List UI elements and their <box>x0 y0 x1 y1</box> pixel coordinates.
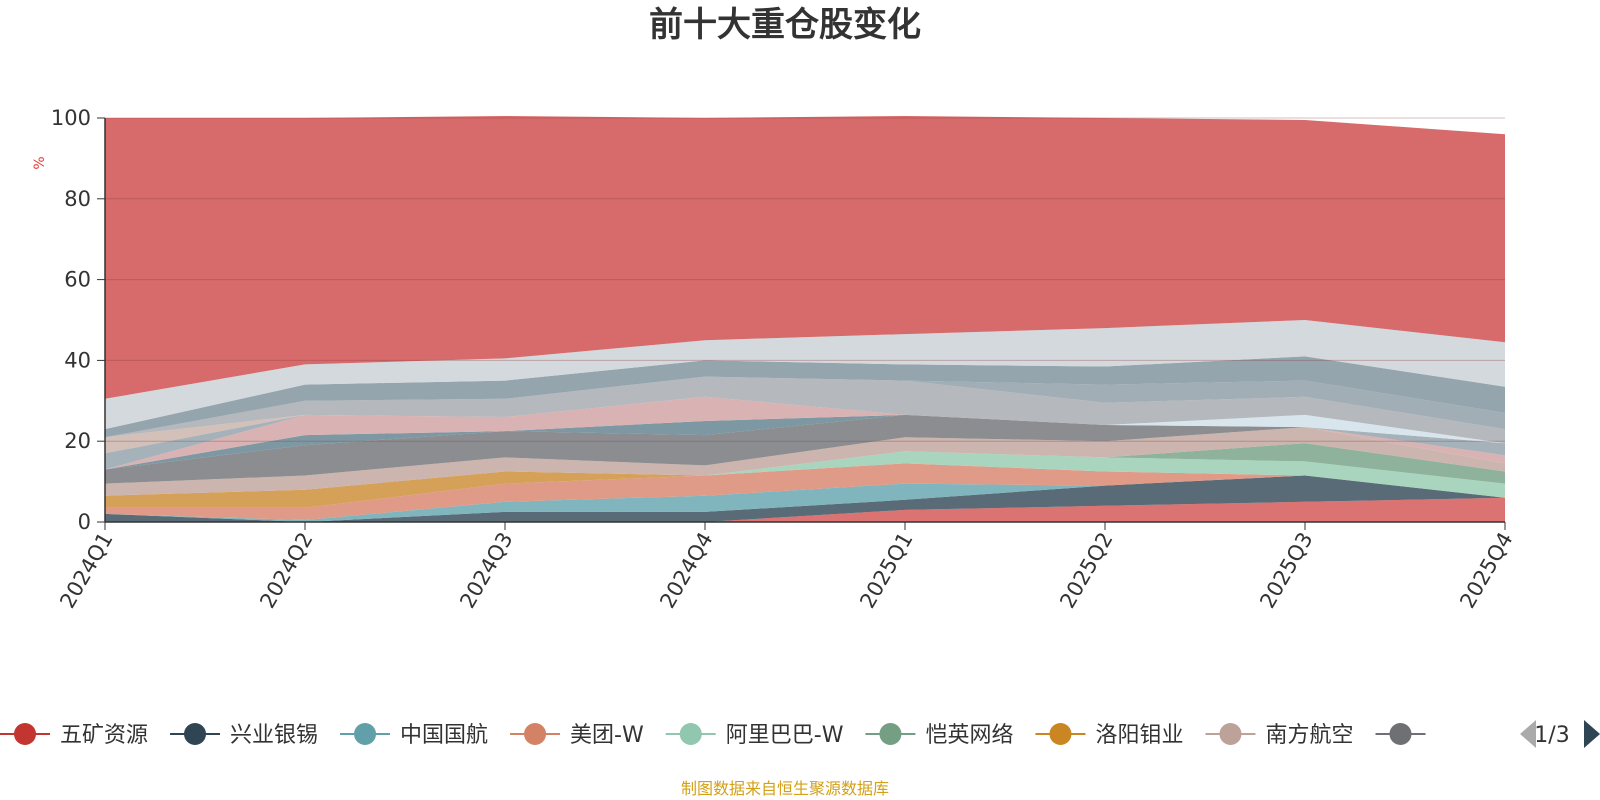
legend-item[interactable]: 恺英网络 <box>865 723 1013 748</box>
y-tick-label: 60 <box>64 268 91 292</box>
legend-item[interactable]: 美团-W <box>510 723 644 748</box>
legend-label: 洛阳钼业 <box>1095 723 1183 748</box>
legend-label: 兴业银锡 <box>230 723 318 748</box>
area-series-14[interactable] <box>105 376 1505 444</box>
legend-item[interactable] <box>1375 723 1426 745</box>
legend-label: 恺英网络 <box>925 723 1013 748</box>
legend-item[interactable]: 阿里巴巴-W <box>665 723 844 748</box>
x-tick-label: 2024Q2 <box>255 528 317 612</box>
legend-prev-page-icon[interactable] <box>1520 720 1536 748</box>
y-tick-label: 20 <box>64 429 91 453</box>
legend-item[interactable]: 中国国航 <box>340 723 488 748</box>
legend-label: 阿里巴巴-W <box>726 723 844 748</box>
area-series-6[interactable] <box>105 443 1505 508</box>
area-series-2[interactable] <box>105 475 1505 523</box>
legend-next-page-icon[interactable] <box>1584 720 1600 748</box>
area-series-16[interactable] <box>105 356 1505 438</box>
area-series-7[interactable] <box>105 427 1505 496</box>
area-series-13[interactable] <box>105 396 1505 444</box>
legend-label: 五矿资源 <box>60 723 148 748</box>
legend-marker <box>14 723 36 745</box>
y-tick-label: 80 <box>64 187 91 211</box>
x-tick-label: 2025Q3 <box>1255 528 1317 612</box>
legend: 五矿资源 兴业银锡 中国国航 美团-W 阿里巴巴-W 恺英网络 洛阳钼业 南方航空 1/3 <box>0 720 1600 748</box>
x-tick-label: 2024Q1 <box>55 528 117 612</box>
legend-marker <box>679 723 702 745</box>
legend-label: 南方航空 <box>1265 723 1353 748</box>
legend-marker <box>184 723 207 745</box>
grid <box>105 117 1505 442</box>
x-tick-label: 2025Q4 <box>1455 528 1517 612</box>
area-series-4[interactable] <box>105 451 1505 508</box>
area-series-15[interactable] <box>105 376 1505 438</box>
legend-item[interactable]: 五矿资源 <box>0 723 148 748</box>
legend-marker <box>1049 723 1072 745</box>
legend-marker <box>1389 723 1412 745</box>
legend-marker <box>1219 723 1242 745</box>
y-axis-unit: % <box>32 156 48 169</box>
legend-label: 美团-W <box>570 723 644 748</box>
area-series-3[interactable] <box>105 463 1505 520</box>
x-tick-label: 2025Q2 <box>1055 528 1117 612</box>
area-series-8[interactable] <box>105 414 1505 484</box>
legend-marker <box>354 723 377 745</box>
y-tick-label: 40 <box>64 348 91 372</box>
area-series-10[interactable] <box>105 396 1505 470</box>
legend-marker <box>879 723 902 745</box>
x-tick-label: 2025Q1 <box>855 528 917 612</box>
area-series-1[interactable] <box>105 475 1505 523</box>
y-tick-label: 100 <box>51 106 91 130</box>
x-tick-label: 2024Q4 <box>655 528 717 612</box>
legend-label: 中国国航 <box>400 723 488 748</box>
legend-item[interactable]: 洛阳钼业 <box>1035 723 1183 748</box>
legend-page-indicator: 1/3 <box>1534 723 1569 748</box>
legend-item[interactable]: 南方航空 <box>1205 723 1354 748</box>
chart-title: 前十大重仓股变化 <box>649 5 921 45</box>
legend-item[interactable]: 兴业银锡 <box>170 723 318 748</box>
area-series-17[interactable] <box>105 320 1505 430</box>
x-tick-label: 2024Q3 <box>455 528 517 612</box>
area-series-0[interactable] <box>105 497 1505 522</box>
stacked-areas <box>105 116 1505 522</box>
y-tick-label: 0 <box>78 510 91 534</box>
legend-marker <box>524 723 547 745</box>
data-source-note: 制图数据来自恒生聚源数据库 <box>681 779 889 798</box>
area-series-18[interactable] <box>105 116 1505 399</box>
